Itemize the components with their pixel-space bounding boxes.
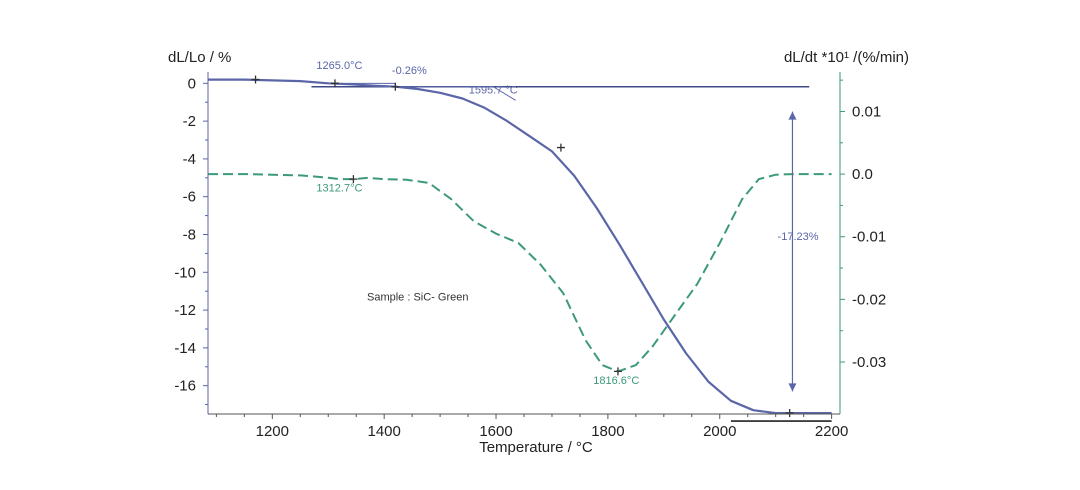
annotation-label: -0.26%: [392, 65, 427, 77]
data-point-marker: [391, 82, 400, 91]
annotation-label: 1312.7°C: [316, 183, 362, 195]
y-left-tick-label: -12: [174, 302, 196, 319]
series-layer: [208, 78, 832, 422]
series-dl-lo-line: [208, 78, 832, 415]
data-point-marker: [556, 143, 565, 152]
data-point-marker: [251, 75, 260, 84]
y-right-tick-label: 0.0: [852, 166, 873, 183]
y-right-tick-label: -0.02: [852, 291, 886, 308]
data-point-marker: [785, 409, 794, 418]
y-left-tick-label: -14: [174, 340, 196, 357]
x-tick-label: 1400: [367, 423, 400, 440]
y-left-tick-label: -6: [183, 189, 196, 206]
y-left-tick-label: -8: [183, 226, 196, 243]
x-tick-label: 1200: [256, 423, 289, 440]
x-tick-label: 2000: [703, 423, 736, 440]
y-right-axis-title: dL/dt *10¹ /(%/min): [784, 49, 909, 66]
annotation-layer: 1265.0°C -0.26% 1595.7 °C -17.23% 1312.7°C 18…: [316, 60, 819, 392]
data-point-marker: [349, 175, 358, 184]
y-right-tick-label: -0.03: [852, 354, 886, 371]
y-left-tick-label: -2: [183, 113, 196, 130]
axes: 0 -2 -4 -6 -8 -10 -12 -14 -16 0.01 0.0 -0.01 -0.02 -0…: [174, 72, 886, 440]
y-right-tick-label: -0.01: [852, 229, 886, 246]
x-tick-label: 2200: [815, 423, 848, 440]
tangent-bracket-line: [395, 86, 516, 101]
annotation-label: 1816.6°C: [593, 375, 639, 387]
y-left-axis-title: dL/Lo / %: [168, 49, 231, 66]
y-left-tick-label: -4: [183, 151, 196, 168]
data-point-marker: [330, 79, 339, 88]
annotation-label: 1595.7 °C: [469, 85, 518, 97]
arrow-up-head: [788, 111, 797, 120]
y-left-tick-label: -16: [174, 378, 196, 395]
data-point-marker: [613, 367, 622, 376]
series-dl-dt-line: [208, 173, 832, 373]
arrow-down-head: [788, 383, 797, 392]
x-tick-label: 1800: [591, 423, 624, 440]
annotation-label: -17.23%: [778, 231, 819, 243]
x-axis-title: Temperature / °C: [479, 439, 593, 456]
marker-layer: [251, 75, 794, 418]
y-left-tick-label: 0: [188, 75, 196, 92]
annotation-label: Sample : SiC- Green: [367, 292, 468, 304]
annotation-label: 1265.0°C: [316, 60, 362, 72]
y-right-tick-label: 0.01: [852, 103, 881, 120]
y-left-tick-label: -10: [174, 264, 196, 281]
x-tick-label: 1600: [479, 423, 512, 440]
